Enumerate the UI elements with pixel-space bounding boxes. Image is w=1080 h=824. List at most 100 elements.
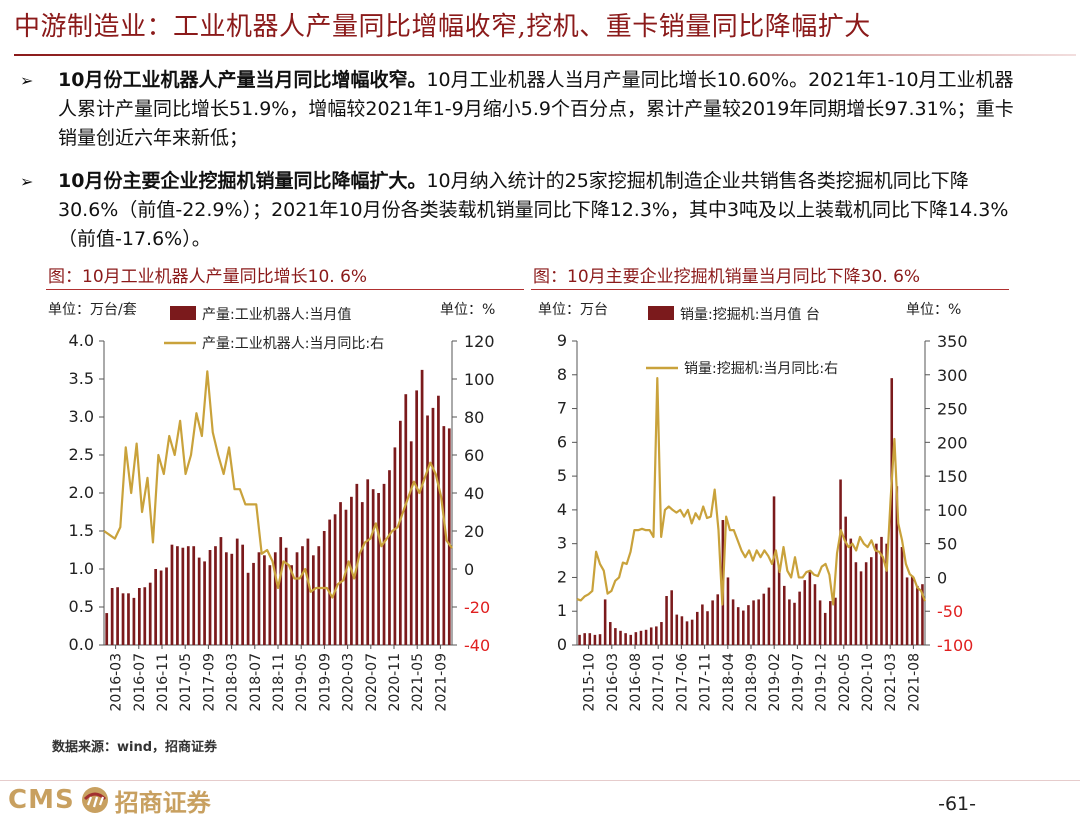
logo-text: CMS [8,785,75,815]
bar [598,634,602,645]
bar [268,565,272,645]
left-tick-label: 0 [557,635,567,654]
x-tick-label: 2016-07 [132,653,148,712]
bar [905,577,909,645]
bar [165,567,168,645]
chart-2-title-rule [531,289,1009,290]
right-tick-label: 20 [464,522,484,541]
page-number: -61- [938,793,976,815]
right-tick-label: -20 [464,598,490,617]
bar [366,479,370,645]
bar [588,633,592,645]
bar [426,415,429,645]
bar [752,600,755,645]
bar [921,584,924,645]
bullet-robot-text: 10月工业机器人当月产量同比增长10.60%。2021年1-10月工业机器人累计… [58,69,1014,149]
bar [311,555,315,645]
x-tick-label: 2020-07 [364,653,380,712]
bar [916,585,919,645]
x-tick-label: 2018-03 [225,653,241,712]
bar [127,593,130,645]
bar [409,441,413,645]
bar [665,596,668,645]
x-tick-label: 2018-04 [721,653,737,712]
left-unit-label: 单位：万台 [538,302,608,318]
bar [706,611,709,645]
left-tick-label: 3.5 [69,369,94,388]
left-tick-label: 3.0 [69,407,94,426]
bar [398,420,402,645]
bar [208,550,212,645]
x-tick-label: 2019-09 [317,653,333,712]
bar [624,633,627,645]
bar [415,390,419,645]
bar [360,502,364,645]
bar [295,552,299,645]
bar [839,479,842,645]
bar [186,546,190,645]
bar [885,543,888,645]
bar [644,629,648,645]
right-tick-label: 250 [937,400,968,419]
legend-bar-swatch [170,306,196,320]
bar [437,395,440,645]
right-tick-label: 0 [464,560,474,579]
bar [695,611,699,645]
logo-badge-icon [81,787,108,813]
bar [393,447,397,645]
left-tick-label: 2.5 [69,445,94,464]
bar [116,587,119,645]
left-tick-label: 4 [557,500,567,519]
x-tick-label: 2020-03 [341,653,357,712]
bar [685,621,689,645]
bar [890,378,894,645]
bar [772,496,776,645]
bar [273,552,277,645]
bar [176,546,179,645]
bar [224,552,228,645]
x-tick-label: 2019-07 [790,653,806,712]
right-tick-label: 350 [937,332,968,351]
bar [880,536,883,645]
bar [675,614,679,645]
x-tick-label: 2021-08 [906,653,922,712]
bar [143,587,147,645]
x-tick-label: 2020-11 [387,653,403,712]
bullet-excavator: ➢ 10月份主要企业挖掘机销量同比降幅扩大。10月纳入统计的25家挖掘机制造企业… [20,167,1018,254]
bar [859,571,863,645]
x-tick-label: 2016-11 [155,653,171,712]
bar [869,557,873,645]
bar [404,394,408,645]
bar [603,599,607,645]
bar [306,538,310,645]
bar [854,562,858,645]
left-tick-label: 9 [557,331,567,350]
logo-chinese-name: 招商证券 [114,787,211,817]
right-tick-label: 40 [464,484,484,503]
title-divider [14,54,1076,56]
x-tick-label: 2016-03 [605,653,621,712]
bar [154,569,158,645]
bar [317,546,321,645]
right-tick-label: 60 [464,446,484,465]
bar [371,489,375,645]
bar [420,369,424,645]
x-tick-label: 2015-10 [582,653,598,712]
bar [660,622,663,645]
bar [290,565,293,645]
bar [808,570,812,645]
x-tick-label: 2019-02 [767,653,783,712]
x-tick-label: 2016-03 [109,653,125,712]
bar [181,547,185,645]
bar [388,470,391,645]
left-tick-label: 3 [557,534,567,553]
right-tick-label: 50 [937,535,957,554]
bar [798,591,801,645]
data-source: 数据来源：wind，招商证券 [52,740,218,755]
bar [788,599,791,645]
bar [649,627,653,645]
bar [148,582,152,645]
bullet-robot-lead: 10月份工业机器人产量当月同比增幅收窄。 [58,69,427,91]
bar [844,516,847,645]
right-tick-label: 80 [464,408,484,427]
